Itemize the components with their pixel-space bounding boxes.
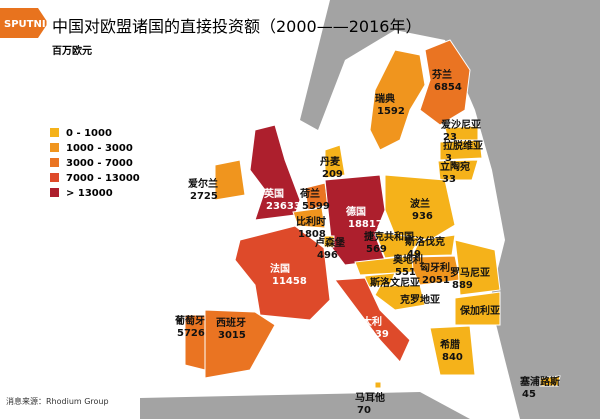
country-value: 23 bbox=[443, 132, 457, 143]
country-value: 3 bbox=[445, 153, 452, 164]
legend-swatch bbox=[50, 188, 59, 197]
country-value: 551 bbox=[395, 267, 416, 278]
subtitle: 百万欧元 bbox=[52, 44, 92, 57]
country-shape bbox=[437, 159, 479, 181]
country-value: 12839 bbox=[354, 329, 389, 340]
legend-label: > 13000 bbox=[66, 188, 113, 199]
country-value: 889 bbox=[452, 280, 473, 291]
legend-swatch bbox=[50, 173, 59, 182]
country-name: 西班牙 bbox=[216, 316, 246, 329]
logo-text: SPUTNIK bbox=[4, 19, 55, 30]
country-value: 70 bbox=[357, 405, 371, 416]
non-eu-land bbox=[300, 0, 600, 419]
country-value: 2051 bbox=[422, 275, 450, 286]
country-shape bbox=[411, 234, 456, 257]
country-name: 荷兰 bbox=[299, 187, 320, 200]
country-value: 49 bbox=[407, 249, 421, 260]
country-shape bbox=[429, 325, 476, 376]
country-name: 拉脱维亚 bbox=[443, 139, 483, 152]
country-name: 瑞典 bbox=[375, 92, 395, 105]
country-value: 496 bbox=[317, 250, 338, 261]
country-shape bbox=[419, 39, 471, 126]
country-name: 丹麦 bbox=[320, 155, 341, 168]
country-value: 3015 bbox=[218, 330, 246, 341]
country-name: 斯洛文尼亚 bbox=[370, 276, 420, 289]
country-shape bbox=[334, 277, 411, 363]
country-name: 法国 bbox=[270, 262, 290, 275]
country-value: 1808 bbox=[298, 229, 326, 240]
country-name: 罗马尼亚 bbox=[450, 267, 490, 279]
country-shape bbox=[454, 291, 501, 326]
country-name: 保加利亚 bbox=[459, 304, 500, 317]
country-value: 33 bbox=[442, 174, 456, 185]
legend-swatch bbox=[50, 128, 59, 137]
country-name: 葡萄牙 bbox=[174, 314, 205, 327]
country-name: 爱尔兰 bbox=[188, 177, 218, 190]
country-name: 马耳他 bbox=[355, 391, 385, 404]
legend-label: 7000 - 13000 bbox=[66, 173, 140, 184]
country-value: 1592 bbox=[377, 106, 405, 117]
country-name: 德国 bbox=[345, 205, 366, 218]
country-name: 意大利 bbox=[352, 315, 382, 328]
country-shape bbox=[214, 159, 246, 201]
title: 中国对欧盟诸国的直接投资额（2000——2016年） bbox=[52, 17, 421, 36]
legend: 0 - 1000 1000 - 3000 3000 - 7000 7000 - 130… bbox=[50, 128, 140, 199]
legend-swatch bbox=[50, 158, 59, 167]
country-value: 18817 bbox=[348, 219, 383, 230]
country-value: 5726 bbox=[177, 328, 205, 339]
country-name: 匈牙利 bbox=[420, 261, 450, 274]
country-shape bbox=[374, 284, 426, 311]
country-shape bbox=[292, 207, 326, 229]
north-africa bbox=[140, 392, 470, 419]
country-shape bbox=[454, 239, 501, 296]
country-shape bbox=[234, 225, 331, 321]
country-name: 立陶宛 bbox=[440, 160, 470, 173]
country-value: 6854 bbox=[434, 82, 462, 93]
country-shape bbox=[374, 231, 421, 259]
country-shape bbox=[323, 235, 335, 248]
country-value: 840 bbox=[442, 352, 463, 363]
country-shape bbox=[439, 139, 483, 161]
logo-badge bbox=[0, 8, 48, 38]
country-shape bbox=[539, 375, 561, 387]
legend-label: 0 - 1000 bbox=[66, 128, 112, 139]
source: 消息来源：Rhodium Group bbox=[6, 396, 109, 406]
country-value: 11458 bbox=[272, 276, 307, 287]
country-name: 克罗地亚 bbox=[400, 293, 440, 306]
country-name: 捷克共和国 bbox=[364, 230, 414, 243]
country-name: 奥地利 bbox=[393, 253, 423, 266]
country-value: 569 bbox=[366, 244, 387, 255]
country-shape bbox=[324, 144, 346, 179]
legend-label: 3000 - 7000 bbox=[66, 158, 133, 169]
country-value: 45 bbox=[522, 389, 536, 400]
country-name: 芬兰 bbox=[431, 68, 452, 81]
country-shape bbox=[411, 255, 461, 286]
country-name: 英国 bbox=[263, 187, 284, 200]
country-value: 2725 bbox=[190, 191, 218, 202]
country-value: 209 bbox=[322, 169, 343, 180]
country-name: 卢森堡 bbox=[315, 236, 345, 249]
country-name: 希腊 bbox=[439, 338, 460, 351]
country-name: 波兰 bbox=[410, 197, 430, 210]
country-shape bbox=[369, 49, 426, 151]
country-name: 塞浦路斯 bbox=[520, 375, 560, 388]
country-name: 爱沙尼亚 bbox=[441, 118, 481, 131]
country-value: 936 bbox=[412, 211, 433, 222]
country-name: 斯洛伐克 bbox=[405, 235, 445, 248]
legend-label: 1000 - 3000 bbox=[66, 143, 133, 154]
country-name: 比利时 bbox=[296, 215, 326, 228]
country-value: 23633 bbox=[266, 201, 301, 212]
country-value: 5599 bbox=[302, 201, 330, 212]
legend-swatch bbox=[50, 143, 59, 152]
logo: SPUTNIK bbox=[0, 8, 55, 38]
country-shape bbox=[204, 309, 276, 379]
country-shape bbox=[374, 381, 382, 389]
